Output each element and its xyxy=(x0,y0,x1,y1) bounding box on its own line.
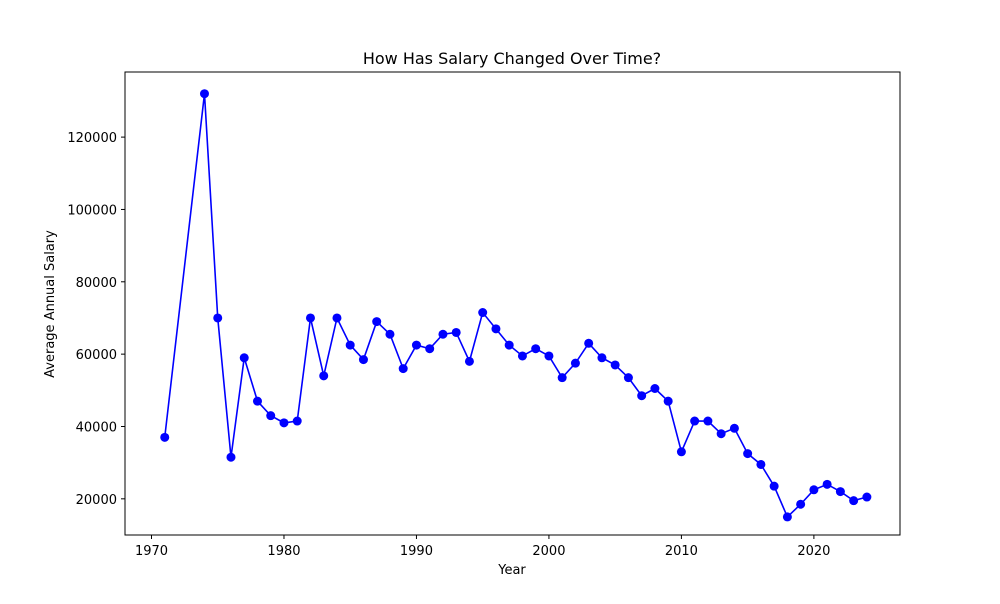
data-point xyxy=(279,418,289,428)
data-point xyxy=(345,340,355,350)
data-point xyxy=(451,327,461,337)
data-point xyxy=(332,313,342,323)
data-point xyxy=(729,423,739,433)
data-point xyxy=(438,329,448,339)
data-point xyxy=(584,338,594,348)
x-tick-label: 1990 xyxy=(400,544,433,559)
data-point xyxy=(822,479,832,489)
data-point xyxy=(411,340,421,350)
data-point xyxy=(160,432,170,442)
data-point xyxy=(610,360,620,370)
data-point xyxy=(252,396,262,406)
x-tick-label: 2000 xyxy=(532,544,565,559)
data-point xyxy=(862,492,872,502)
y-tick-label: 20000 xyxy=(76,493,117,508)
data-point xyxy=(796,499,806,509)
data-point xyxy=(557,373,567,383)
y-tick-label: 100000 xyxy=(67,203,117,218)
data-point xyxy=(292,416,302,426)
data-point xyxy=(782,512,792,522)
x-tick-label: 2010 xyxy=(665,544,698,559)
y-tick-label: 60000 xyxy=(76,348,117,363)
data-point xyxy=(637,391,647,401)
data-point xyxy=(809,485,819,495)
data-point xyxy=(358,355,368,365)
data-point xyxy=(849,496,859,506)
data-point xyxy=(464,356,474,366)
data-point xyxy=(425,344,435,354)
chart-title: How Has Salary Changed Over Time? xyxy=(363,49,661,68)
data-point xyxy=(835,487,845,497)
data-point xyxy=(769,481,779,491)
data-point xyxy=(517,351,527,361)
data-point xyxy=(663,396,673,406)
plot-frame xyxy=(124,71,901,536)
data-point xyxy=(597,353,607,363)
data-point xyxy=(570,358,580,368)
y-tick-label: 120000 xyxy=(67,131,117,146)
data-point xyxy=(319,371,329,381)
data-point xyxy=(385,329,395,339)
data-point xyxy=(504,340,514,350)
data-point xyxy=(226,452,236,462)
data-point xyxy=(690,416,700,426)
data-point xyxy=(266,411,276,421)
x-tick-label: 2020 xyxy=(797,544,830,559)
data-point xyxy=(756,459,766,469)
data-point xyxy=(372,317,382,327)
data-point xyxy=(491,324,501,334)
x-tick-label: 1980 xyxy=(267,544,300,559)
data-point xyxy=(239,353,249,363)
data-point xyxy=(305,313,315,323)
data-point xyxy=(650,384,660,394)
salary-series-line xyxy=(163,93,868,519)
data-point xyxy=(398,364,408,374)
data-point xyxy=(199,89,209,99)
data-point xyxy=(676,447,686,457)
data-point xyxy=(213,313,223,323)
data-point xyxy=(623,373,633,383)
x-axis-label: Year xyxy=(497,563,526,578)
y-tick-label: 80000 xyxy=(76,276,117,291)
plot-area: 1970 1980 1990 2000 2010 2020 20000 40000 60000 8… xyxy=(67,71,901,559)
data-point xyxy=(544,351,554,361)
data-point xyxy=(478,308,488,318)
data-point xyxy=(531,344,541,354)
x-tick-label: 1970 xyxy=(135,544,168,559)
data-point xyxy=(703,416,713,426)
data-point xyxy=(743,449,753,459)
y-axis-label: Average Annual Salary xyxy=(43,230,58,378)
y-tick-label: 40000 xyxy=(76,420,117,435)
data-point xyxy=(716,429,726,439)
